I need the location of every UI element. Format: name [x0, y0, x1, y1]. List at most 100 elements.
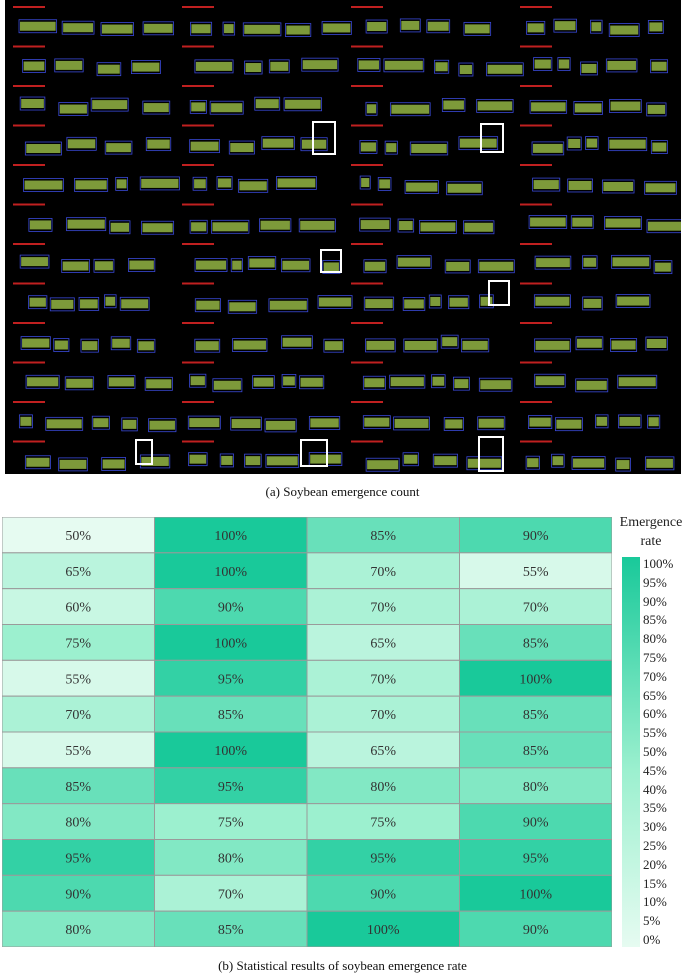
detection-box [107, 374, 136, 389]
soybean-plant [398, 257, 431, 267]
soybean-plant [262, 138, 294, 148]
detection-box [139, 454, 171, 469]
detection-box [476, 98, 514, 113]
detection-box [365, 19, 388, 34]
detection-box [61, 20, 95, 35]
heatmap-cell-label: 85% [65, 780, 91, 795]
detection-box [190, 21, 213, 36]
soybean-plant [233, 340, 266, 350]
heatmap-cell-label: 70% [370, 565, 396, 580]
soybean-plant [610, 101, 641, 111]
soybean-plant [612, 257, 650, 267]
plot-label-mark [13, 243, 45, 245]
soybean-plant [102, 459, 125, 469]
detection-box [440, 334, 459, 349]
detection-box [531, 141, 565, 156]
detection-box [377, 177, 392, 191]
soybean-plant [59, 459, 87, 469]
heatmap-cell [2, 839, 155, 876]
detection-box [585, 136, 599, 150]
soybean-plant [478, 418, 504, 428]
soybean-plant [67, 139, 96, 149]
detection-box [384, 140, 398, 155]
detection-box [242, 22, 282, 37]
heatmap-cell-label: 70% [65, 708, 91, 723]
caption-a: (a) Soybean emergence count [265, 484, 420, 499]
heatmap-cell-label: 85% [523, 636, 549, 651]
heatmap-cell [459, 767, 612, 805]
soybean-plant [54, 340, 68, 350]
detection-box [22, 59, 46, 73]
soybean-plant [646, 458, 673, 468]
colorbar-tick-label: 0% [643, 932, 661, 947]
detection-box [58, 102, 89, 116]
heatmap-cell-label: 100% [214, 636, 247, 651]
detection-box [91, 415, 110, 430]
detection-box [109, 220, 131, 235]
heatmap-cell [306, 552, 460, 590]
soybean-plant [443, 100, 464, 110]
soybean-plant [80, 299, 98, 309]
soybean-plant [586, 138, 598, 148]
detection-box [478, 377, 513, 392]
colorbar-tick-label: 75% [643, 650, 667, 665]
soybean-plant [55, 60, 83, 70]
detection-box [64, 376, 95, 391]
soybean-plant [66, 378, 93, 388]
detection-box [644, 180, 677, 195]
detection-box [96, 62, 122, 77]
detection-box [575, 336, 604, 351]
detection-box [139, 176, 180, 191]
soybean-plant [224, 24, 234, 34]
detection-box [261, 136, 295, 151]
detection-box [252, 375, 275, 389]
heatmap-cell-label: 70% [370, 601, 396, 616]
colorbar-tick-label: 10% [643, 894, 667, 910]
detection-box [443, 417, 464, 431]
detection-box [359, 217, 391, 232]
plot-label-mark [520, 361, 552, 364]
soybean-plant [605, 218, 641, 228]
detection-box [276, 176, 317, 190]
detection-box [281, 335, 313, 350]
soybean-plant [286, 25, 310, 35]
soybean-plant [195, 61, 233, 71]
detection-box [283, 97, 323, 112]
soybean-plant [535, 376, 565, 386]
soybean-plant [319, 297, 352, 307]
soybean-plant [404, 340, 437, 350]
detection-box [389, 102, 431, 117]
heatmap-cell-label: 90% [65, 887, 91, 902]
heatmap-cell-label: 95% [370, 851, 396, 866]
detection-box [265, 453, 300, 468]
detection-box [188, 452, 208, 467]
plot-label-mark [351, 6, 383, 8]
detection-box [466, 456, 503, 471]
detection-box [608, 23, 640, 37]
plot-label-mark [182, 6, 214, 8]
detection-box [45, 416, 84, 431]
detection-box [615, 294, 651, 308]
soybean-plant [270, 61, 289, 71]
soybean-plant [75, 180, 107, 190]
heatmap-cell-label: 85% [370, 529, 396, 544]
detection-box [607, 137, 648, 152]
detection-box [23, 178, 64, 192]
detection-box [230, 416, 262, 431]
soybean-plant [244, 24, 280, 34]
detection-box [575, 378, 609, 393]
soybean-plant [427, 21, 449, 31]
soybean-plant [596, 416, 608, 426]
heatmap-cell [154, 588, 308, 625]
soybean-plant [619, 416, 641, 426]
detection-box [580, 61, 598, 76]
soybean-plant [404, 299, 424, 309]
detection-box [25, 374, 60, 389]
heatmap-cell-label: 90% [523, 816, 549, 831]
colorbar-tick-label: 70% [643, 668, 667, 684]
soybean-plant [655, 262, 671, 272]
soybean-plant [366, 104, 377, 114]
detection-box [645, 336, 668, 351]
heatmap-cell [459, 803, 612, 840]
soybean-plant [576, 380, 607, 390]
